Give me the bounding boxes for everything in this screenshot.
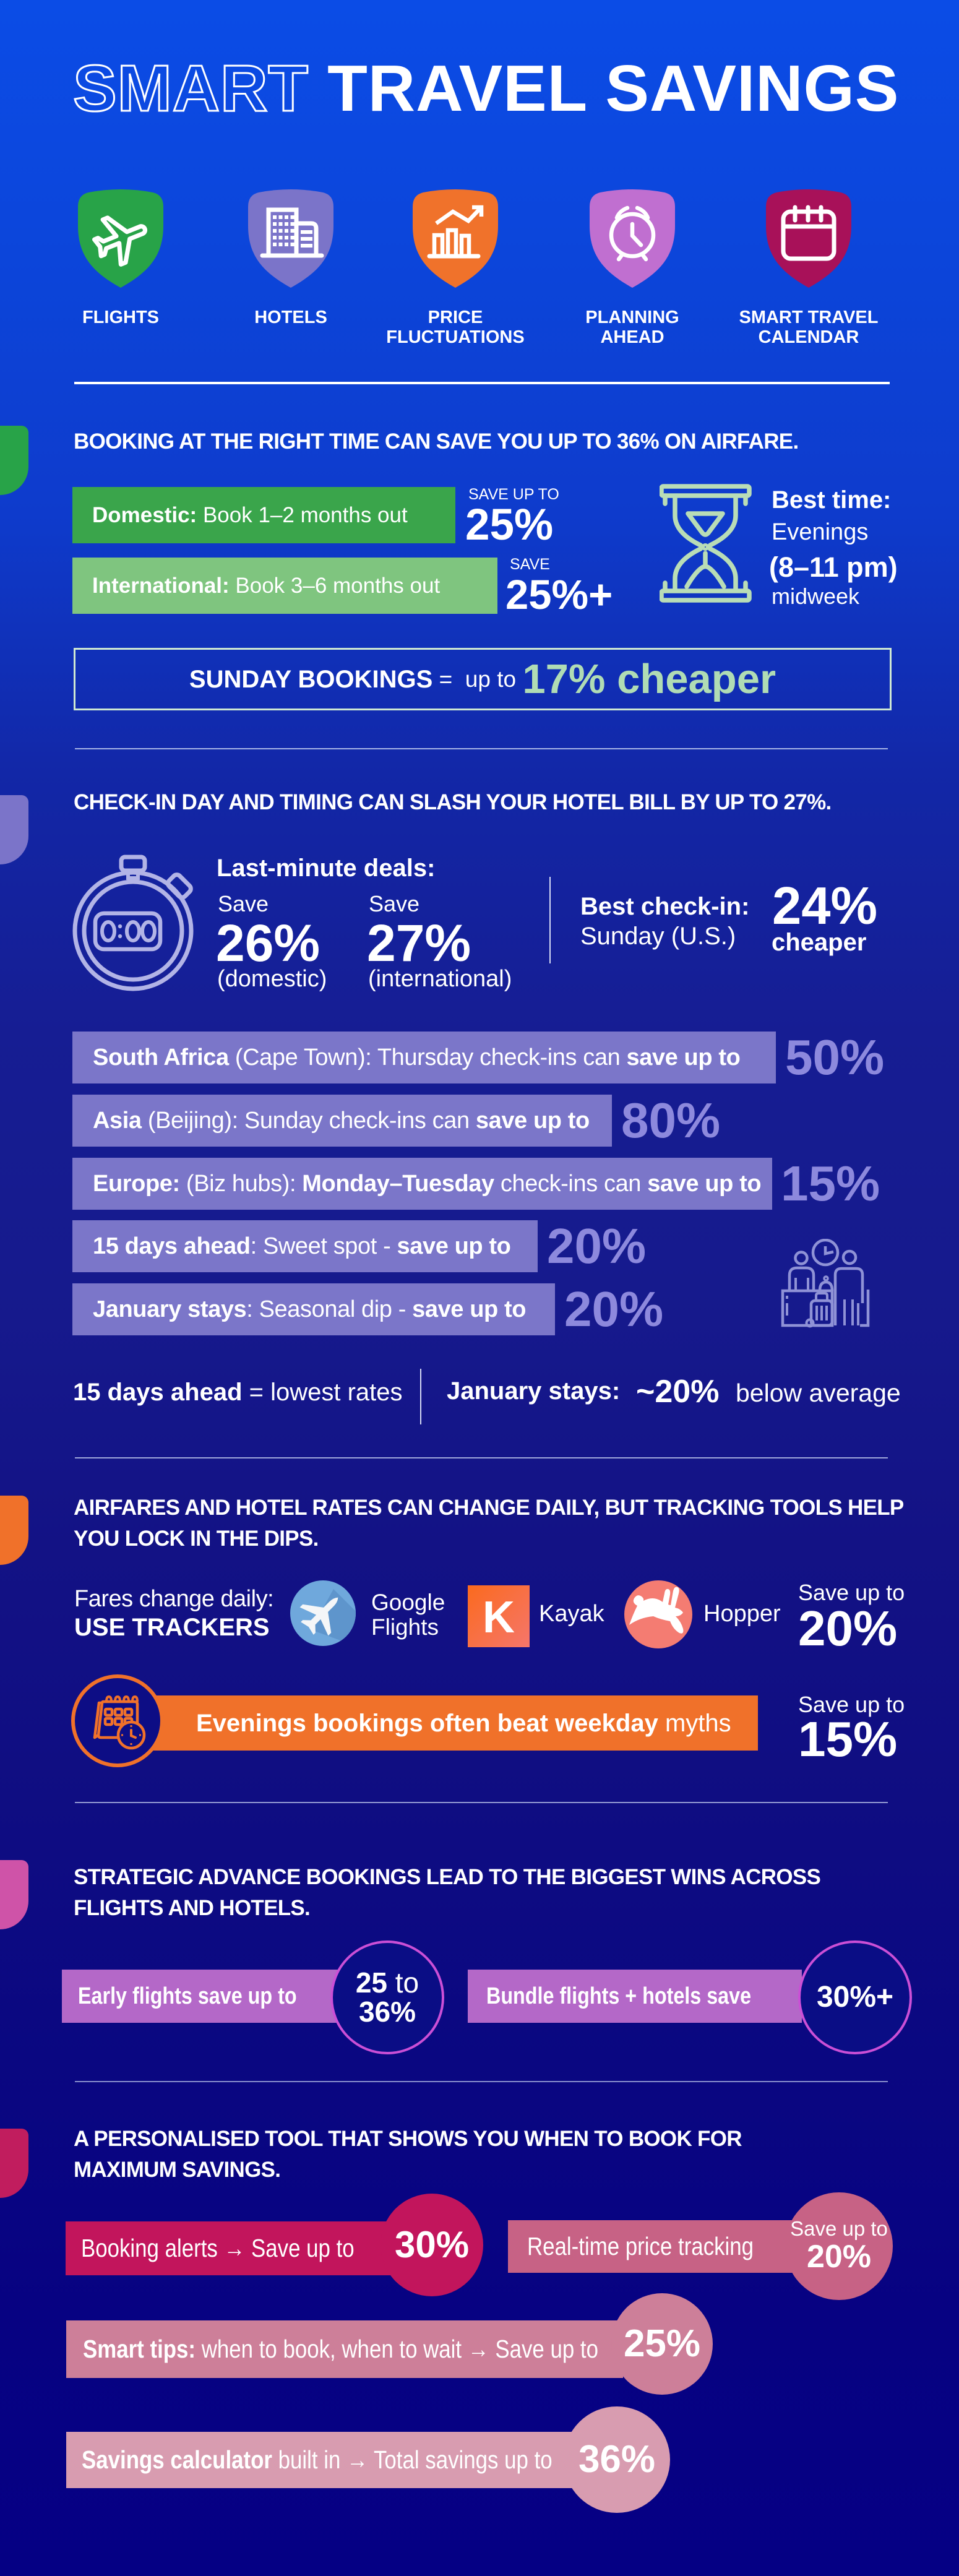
svg-text:K: K bbox=[483, 1593, 515, 1642]
